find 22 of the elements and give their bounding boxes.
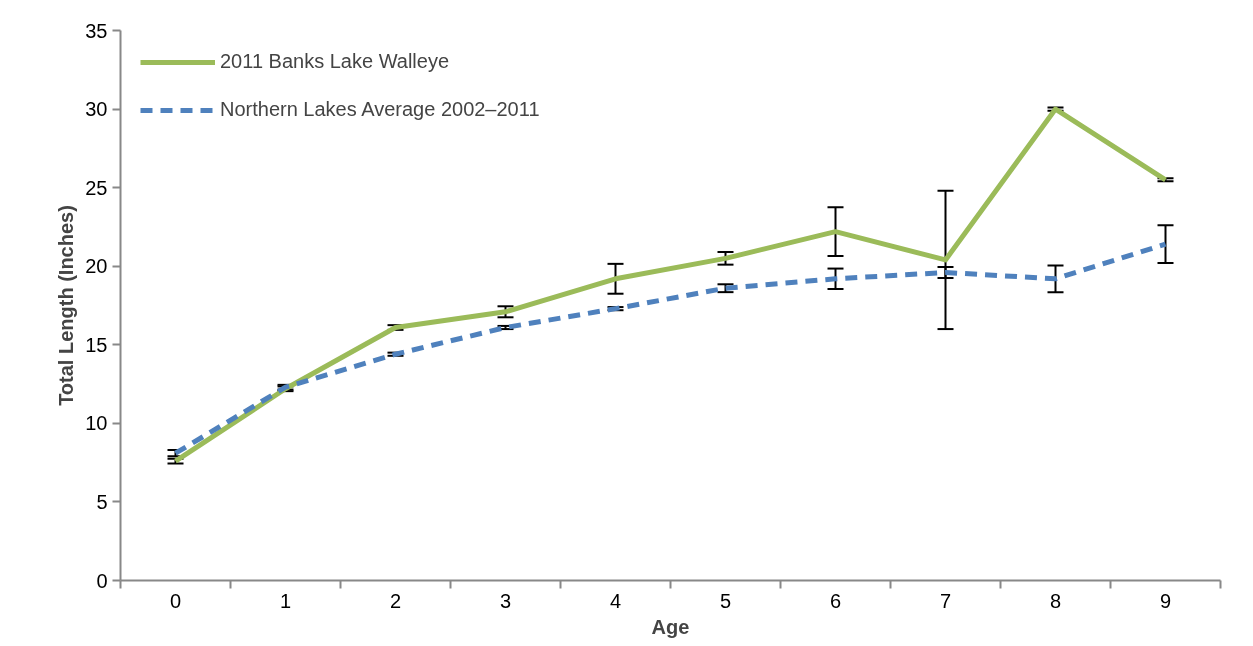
x-tick-label: 5 [719, 589, 732, 612]
y-tick-label: 15 [85, 333, 108, 356]
x-tick-label: 6 [829, 589, 842, 612]
y-tick-label: 0 [96, 569, 108, 592]
x-tick-label: 9 [1159, 589, 1172, 612]
x-tick-label: 8 [1049, 589, 1062, 612]
x-tick-label: 2 [389, 589, 402, 612]
x-axis-title: Age [651, 615, 690, 638]
x-tick-label: 3 [499, 589, 512, 612]
y-tick-label: 5 [96, 490, 108, 513]
y-tick-label: 30 [85, 98, 108, 121]
y-tick-label: 10 [85, 412, 108, 435]
x-tick-label: 0 [169, 589, 182, 612]
y-axis-title: Total Length (Inches) [55, 205, 78, 406]
y-tick-label: 20 [85, 255, 108, 278]
y-tick-label: 25 [85, 176, 108, 199]
x-tick-label: 1 [279, 589, 292, 612]
legend-label: Northern Lakes Average 2002–2011 [220, 98, 540, 121]
y-tick-label: 35 [85, 19, 108, 42]
legend-label: 2011 Banks Lake Walleye [220, 50, 450, 73]
x-tick-label: 7 [939, 589, 952, 612]
x-tick-label: 4 [609, 589, 622, 612]
